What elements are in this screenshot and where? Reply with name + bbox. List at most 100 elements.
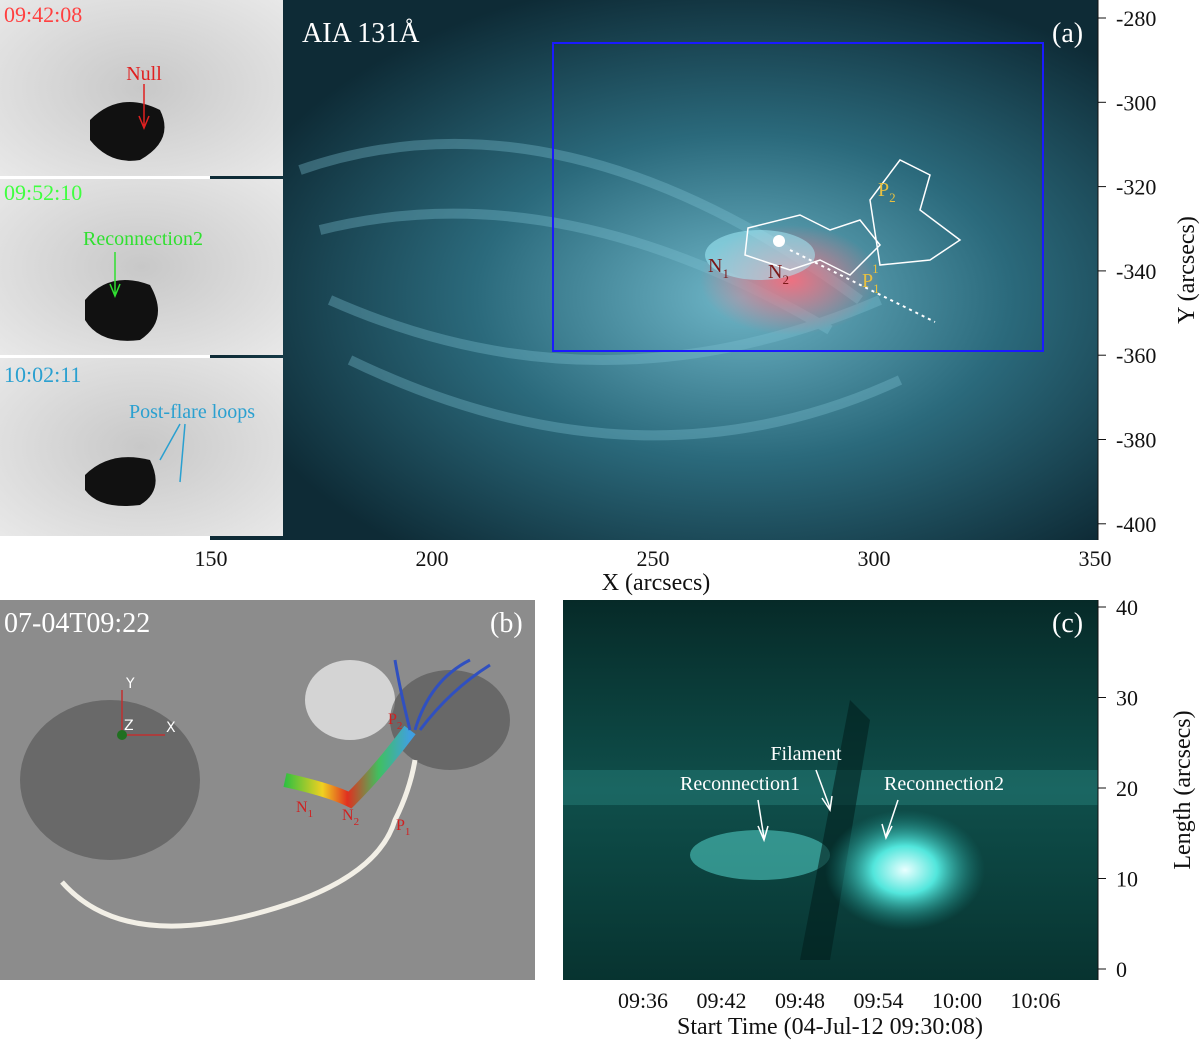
panel-time: 07-04T09:22 bbox=[4, 608, 150, 639]
y-tick-label: -320 bbox=[1116, 175, 1156, 200]
arrow bbox=[159, 423, 186, 483]
fp-base: N bbox=[708, 255, 722, 277]
fp-base: N bbox=[296, 799, 308, 816]
fp-base: P bbox=[396, 817, 405, 834]
flux-rope bbox=[283, 725, 416, 809]
slit bbox=[789, 249, 936, 323]
filament-track bbox=[800, 700, 870, 960]
footpoint-label: N1 bbox=[296, 799, 313, 820]
fp-sub: 2 bbox=[397, 720, 403, 732]
y-tick-label: 20 bbox=[1116, 776, 1138, 801]
reconnection2-signal bbox=[825, 810, 985, 930]
inset-time: 09:52:10 bbox=[4, 180, 82, 205]
negative-polarity bbox=[390, 670, 510, 770]
panel-c: (c) Reconnection1 Filament Reconnection2… bbox=[563, 595, 1196, 1040]
y-tick-label: 30 bbox=[1116, 686, 1138, 711]
fp-base: P bbox=[388, 711, 397, 728]
y-tick-label: 40 bbox=[1116, 595, 1138, 620]
reconnection1-signal bbox=[690, 830, 830, 880]
y-tick-label: -280 bbox=[1116, 6, 1156, 31]
axes-origin bbox=[117, 730, 127, 740]
band bbox=[563, 770, 1098, 805]
arrow bbox=[138, 84, 150, 130]
inset-time: 09:42:08 bbox=[4, 2, 82, 27]
x-tick-label: 300 bbox=[858, 546, 891, 571]
fp-sup: 1 bbox=[872, 261, 879, 276]
inset-image bbox=[0, 358, 283, 536]
panel-label: (a) bbox=[1052, 18, 1083, 49]
x-tick-label: 150 bbox=[195, 546, 228, 571]
panel-label: (c) bbox=[1052, 608, 1083, 639]
fp-sub: 2 bbox=[889, 190, 896, 205]
x-tick-label: 350 bbox=[1079, 546, 1112, 571]
footpoint-label: P2 bbox=[388, 711, 402, 732]
x-tick-label: 09:36 bbox=[618, 988, 668, 1013]
contours bbox=[744, 159, 962, 276]
annotation: Reconnection2 bbox=[884, 773, 1004, 795]
inset-label: Null bbox=[126, 63, 162, 85]
x-tick-label: 09:54 bbox=[853, 988, 903, 1013]
y-tick-label: -380 bbox=[1116, 428, 1156, 453]
inset: 09:52:10 Reconnection2 bbox=[0, 179, 283, 355]
insets: 09:42:08 Null 09:52:10 Reconnection2 10:… bbox=[0, 0, 283, 536]
fp-sub: 1 bbox=[308, 808, 314, 820]
dark-region bbox=[90, 102, 165, 161]
footpoint-label: N2 bbox=[768, 261, 789, 287]
arrow bbox=[815, 769, 833, 813]
bright-kernel bbox=[705, 230, 815, 280]
footpoint-label: N2 bbox=[342, 807, 359, 828]
x-tick-label: 250 bbox=[637, 546, 670, 571]
panel-title: AIA 131Å bbox=[302, 18, 420, 49]
zoom-box bbox=[552, 42, 1044, 352]
footpoint-label: P1 1 bbox=[862, 261, 879, 296]
fp-sub: 2 bbox=[782, 272, 789, 287]
fp-base: P bbox=[878, 179, 889, 201]
loops bbox=[298, 138, 903, 441]
field-line bbox=[393, 658, 491, 731]
fp-sub: 2 bbox=[354, 816, 360, 828]
y-tick-label: 0 bbox=[1116, 957, 1127, 982]
x-tick-label: 10:06 bbox=[1010, 988, 1060, 1013]
fp-base: P bbox=[862, 270, 873, 292]
fp-sub: 1 bbox=[405, 826, 411, 838]
y-axis-label: Y (arcsecs) bbox=[1174, 216, 1200, 324]
footpoint-label: P1 bbox=[396, 817, 410, 838]
axis-ticks: 09:36 09:42 09:48 09:54 10:00 10:06 0 10 20 30 40 bbox=[618, 595, 1138, 1013]
axis-ticks: 150 200 250 300 350 -280 -300 -320 -340 -360 -380 -… bbox=[195, 6, 1157, 571]
null-point bbox=[773, 235, 785, 247]
axis-letter: Z bbox=[124, 718, 134, 734]
panel-label: (b) bbox=[490, 608, 523, 639]
inset-time: 10:02:11 bbox=[4, 362, 81, 387]
dark-region bbox=[85, 457, 156, 506]
inset-label: Post-flare loops bbox=[129, 401, 255, 423]
y-axis-label: Length (arcsecs) bbox=[1170, 710, 1196, 869]
x-tick-label: 09:42 bbox=[696, 988, 746, 1013]
inset: 09:42:08 Null bbox=[0, 0, 283, 176]
aia-image bbox=[210, 0, 1098, 540]
inset: 10:02:11 Post-flare loops bbox=[0, 358, 283, 536]
field-line bbox=[60, 759, 418, 929]
y-tick-label: -340 bbox=[1116, 259, 1156, 284]
inset-label: Reconnection2 bbox=[83, 228, 203, 250]
arrow bbox=[881, 799, 899, 841]
fp-base: N bbox=[342, 807, 354, 824]
x-axis-label: Start Time (04-Jul-12 09:30:08) bbox=[677, 1014, 983, 1040]
fp-sub: 1 bbox=[873, 281, 879, 296]
x-tick-label: 10:00 bbox=[932, 988, 982, 1013]
arrow bbox=[109, 252, 121, 298]
negative-polarity bbox=[20, 700, 200, 860]
axis-letter: Y bbox=[125, 676, 135, 692]
panel-b: Y Z X 07-04T09:22 (b) N1 N2 P1 P2 bbox=[0, 600, 535, 980]
dark-region bbox=[85, 280, 158, 341]
footpoint-label: P2 bbox=[878, 179, 896, 205]
footpoint-label: N1 bbox=[708, 255, 729, 281]
annotation: Reconnection1 bbox=[680, 773, 800, 795]
arrow bbox=[757, 799, 769, 843]
y-tick-label: -300 bbox=[1116, 90, 1156, 115]
y-tick-label: -360 bbox=[1116, 343, 1156, 368]
x-axis-label: X (arcsecs) bbox=[602, 570, 711, 596]
axis-letter: X bbox=[166, 720, 176, 736]
fp-sub: 1 bbox=[722, 266, 729, 281]
panel-a: AIA 131Å (a) N1 N2 P11 P2 150 200 250 300 35… bbox=[195, 0, 1200, 596]
